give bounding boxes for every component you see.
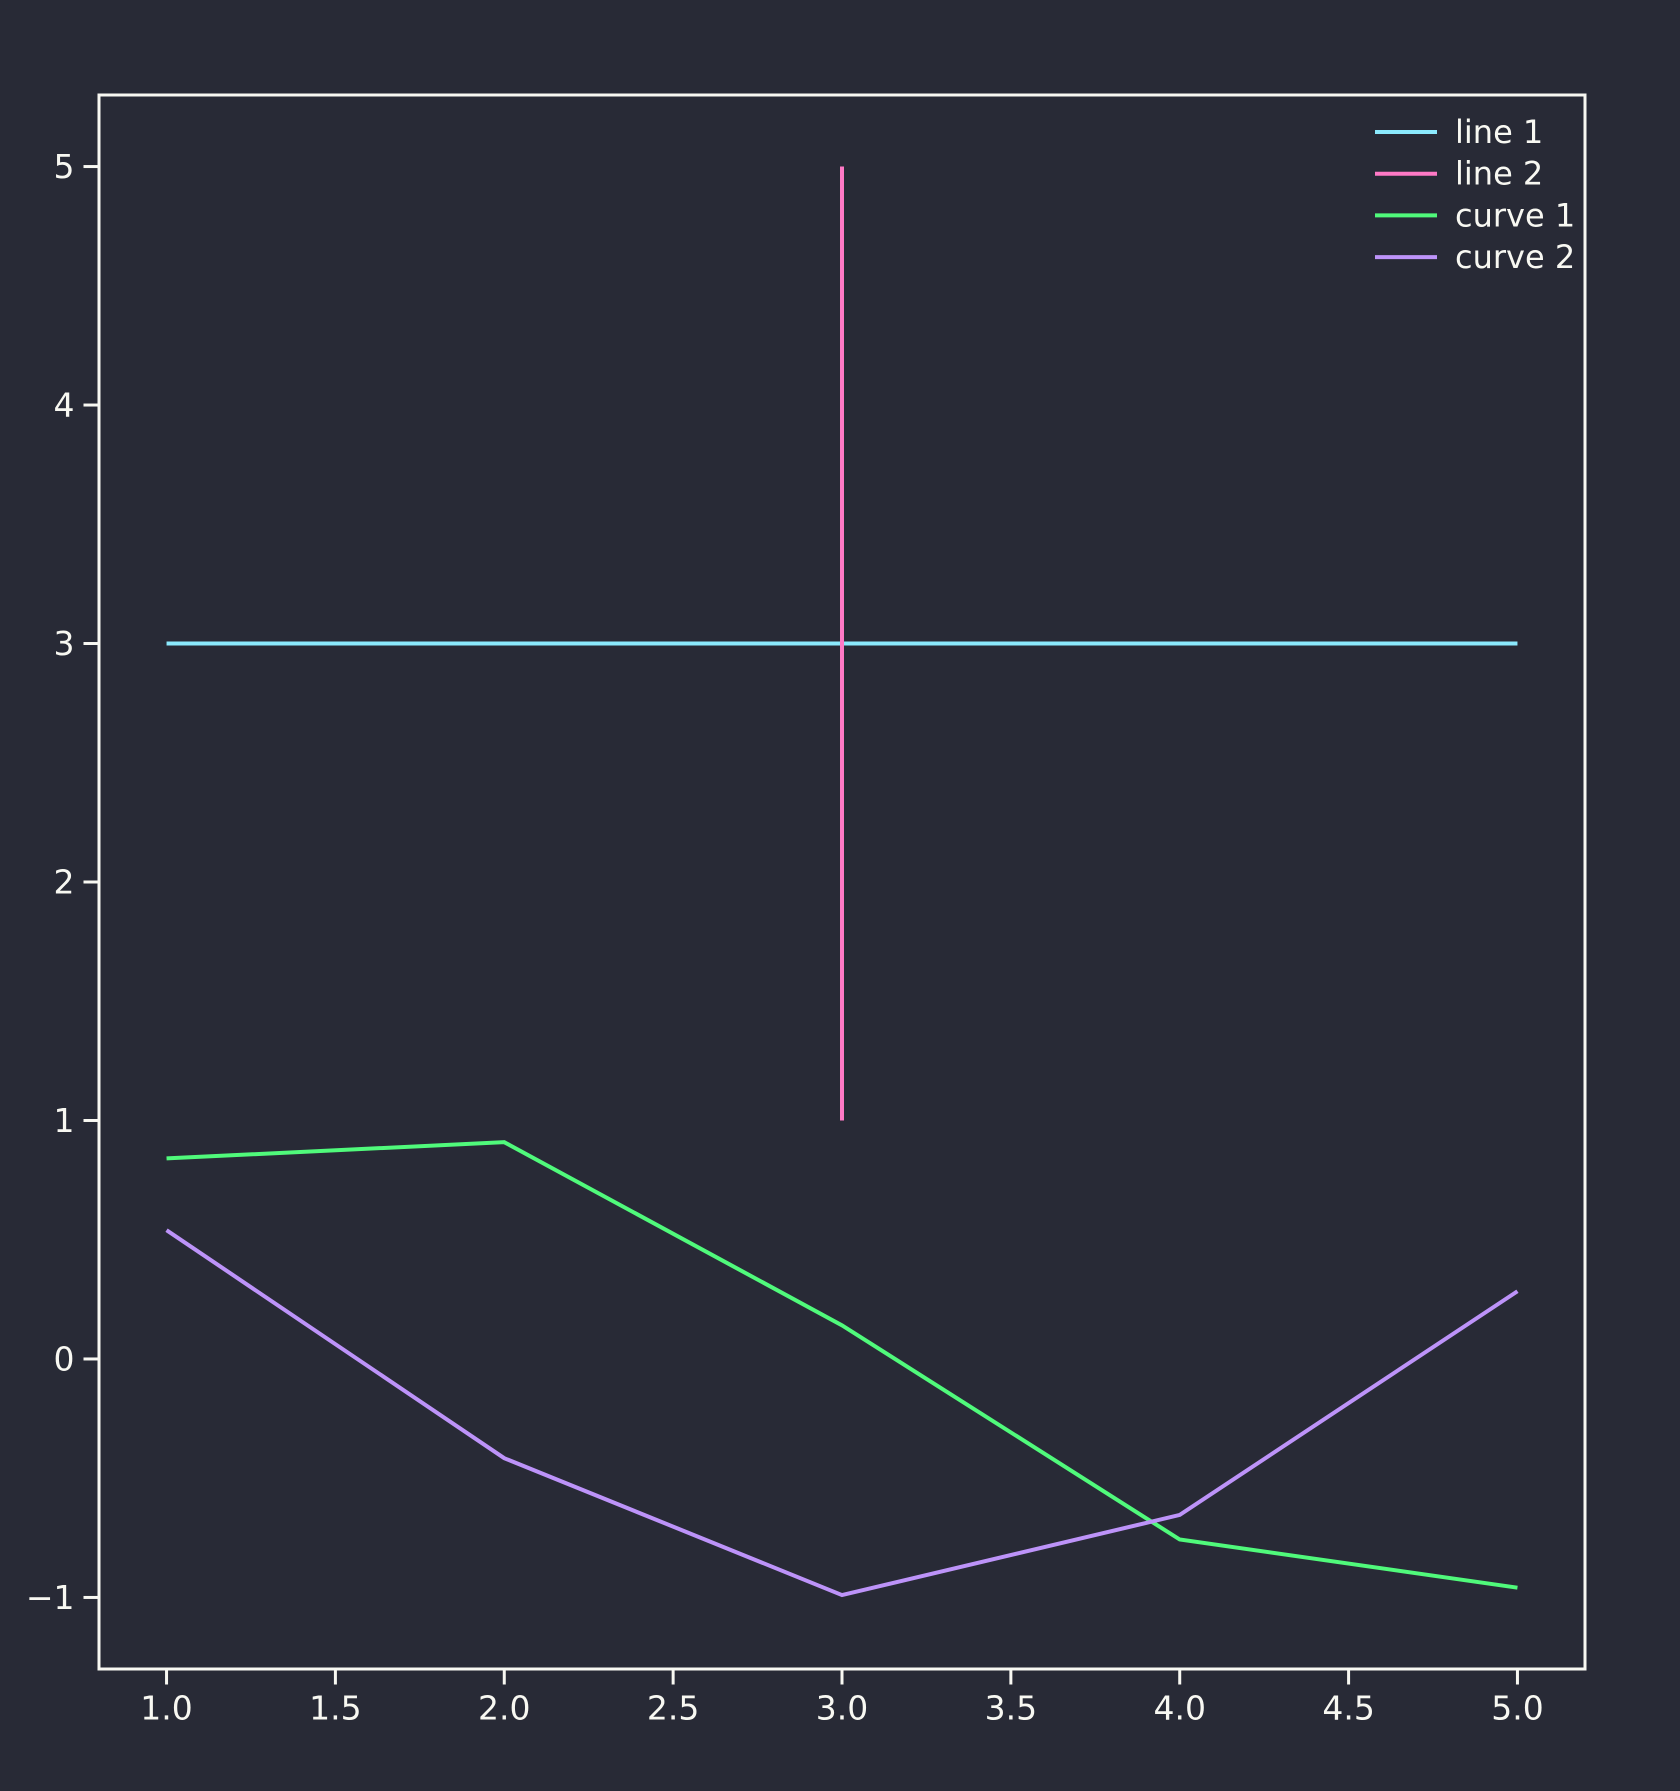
- x-tick-label: 3.0: [816, 1688, 868, 1727]
- series-line-curve-2: [165, 1228, 1519, 1598]
- axes-layer: 1.0 1.5 2.0 2.5 3.0 3.5 4.0 4.5 5.0 −1 0 1 2 3 4 5: [26, 93, 1587, 1727]
- y-tick-label: −1: [26, 1578, 75, 1617]
- series-layer: [165, 166, 1519, 1598]
- legend-label: curve 2: [1455, 238, 1575, 276]
- y-tick-label: 3: [54, 624, 75, 663]
- x-tick-label: 4.5: [1322, 1688, 1374, 1727]
- x-tick-label: 5.0: [1491, 1688, 1543, 1727]
- legend-label: line 2: [1455, 155, 1543, 193]
- legend-label: line 1: [1455, 113, 1543, 151]
- x-tick-label: 1.5: [309, 1688, 361, 1727]
- y-tick-label: 2: [54, 863, 75, 902]
- y-tick-label: 0: [54, 1339, 75, 1378]
- x-tick-label: 2.0: [478, 1688, 530, 1727]
- legend-label: curve 1: [1455, 196, 1575, 234]
- y-tick-label: 1: [54, 1101, 75, 1140]
- legend-entry-line-1: line 1: [1375, 113, 1543, 151]
- legend-entry-curve-2: curve 2: [1375, 238, 1575, 276]
- x-tick-label: 1.0: [140, 1688, 192, 1727]
- legend-entry-curve-1: curve 1: [1375, 196, 1575, 234]
- legend-entry-line-2: line 2: [1375, 155, 1543, 193]
- y-tick-label: 4: [54, 386, 75, 425]
- y-tick-label: 5: [54, 147, 75, 186]
- x-tick-label: 3.5: [985, 1688, 1037, 1727]
- x-tick-label: 4.0: [1153, 1688, 1205, 1727]
- x-tick-label: 2.5: [647, 1688, 699, 1727]
- series-line-curve-1: [166, 1140, 1518, 1590]
- plot-area-border: [97, 93, 1587, 1671]
